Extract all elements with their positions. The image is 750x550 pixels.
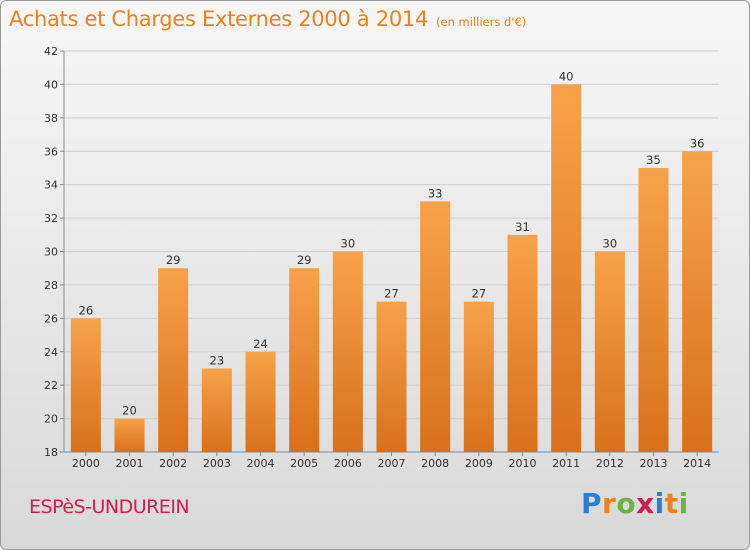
data-label: 23	[210, 353, 225, 367]
data-label: 40	[559, 69, 574, 83]
x-tick-label: 2011	[552, 457, 580, 470]
y-tick-label: 36	[44, 145, 58, 158]
logo-letter: t	[664, 487, 679, 520]
logo-letter: P	[581, 487, 603, 520]
data-label: 30	[603, 237, 618, 251]
bar[interactable]	[463, 301, 494, 452]
logo-letter: r	[602, 487, 617, 520]
bar[interactable]	[507, 234, 538, 452]
bar[interactable]	[245, 351, 276, 452]
data-label: 24	[253, 337, 268, 351]
bar[interactable]	[594, 251, 625, 453]
y-tick-label: 38	[44, 112, 58, 125]
x-tick-label: 2005	[290, 457, 318, 470]
chart-unit: (en milliers d'€)	[436, 15, 527, 29]
data-label: 27	[384, 287, 399, 301]
y-tick-label: 34	[44, 179, 58, 192]
chart-title-text: Achats et Charges Externes 2000 à 2014	[9, 7, 429, 31]
data-label: 36	[690, 136, 705, 150]
logo-letter: o	[616, 487, 637, 520]
y-tick-label: 28	[44, 279, 58, 292]
bar[interactable]	[376, 301, 407, 452]
logo-letter: x	[636, 487, 655, 520]
data-label: 20	[122, 404, 137, 418]
y-tick-label: 32	[44, 212, 58, 225]
bar[interactable]	[114, 418, 145, 452]
bar[interactable]	[201, 368, 232, 452]
data-label: 29	[166, 253, 181, 267]
logo-letter: i	[678, 487, 689, 520]
proxiti-logo[interactable]: Proxiti	[581, 487, 689, 520]
y-tick-label: 42	[44, 45, 58, 58]
y-tick-label: 30	[44, 246, 58, 259]
y-tick-label: 24	[44, 346, 58, 359]
x-tick-label: 2003	[203, 457, 231, 470]
x-tick-label: 2000	[72, 457, 100, 470]
bars	[70, 84, 713, 453]
bar[interactable]	[638, 167, 669, 453]
x-tick-label: 2014	[683, 457, 711, 470]
data-label: 33	[428, 186, 443, 200]
bar[interactable]	[158, 268, 189, 452]
x-tick-label: 2001	[116, 457, 144, 470]
x-tick-label: 2013	[640, 457, 668, 470]
y-tick-label: 22	[44, 379, 58, 392]
x-tick-label: 2002	[159, 457, 187, 470]
logo-letter: i	[654, 487, 665, 520]
bar[interactable]	[551, 84, 582, 453]
chart-title: Achats et Charges Externes 2000 à 2014 (e…	[9, 7, 526, 31]
x-tick-label: 2006	[334, 457, 362, 470]
x-tick-label: 2004	[247, 457, 275, 470]
data-label: 35	[646, 153, 661, 167]
bar[interactable]	[70, 318, 101, 452]
x-tick-label: 2010	[509, 457, 537, 470]
data-label: 29	[297, 253, 312, 267]
labels: 18 20 22 24 26 28 30 32 34 36 38 40 42 26 2000 20 2001 29…	[44, 45, 711, 470]
x-tick-label: 2009	[465, 457, 493, 470]
y-tick-label: 18	[44, 446, 58, 459]
bar[interactable]	[332, 251, 363, 453]
data-label: 26	[79, 303, 94, 317]
data-label: 31	[515, 220, 530, 234]
bar[interactable]	[682, 151, 713, 452]
data-label: 30	[341, 237, 356, 251]
y-tick-label: 26	[44, 312, 58, 325]
x-tick-label: 2008	[421, 457, 449, 470]
data-label: 27	[472, 287, 487, 301]
bar[interactable]	[420, 201, 451, 452]
x-tick-label: 2012	[596, 457, 624, 470]
commune-name: ESPèS-UNDUREIN	[29, 496, 190, 518]
y-tick-label: 40	[44, 78, 58, 91]
bar[interactable]	[289, 268, 320, 452]
x-tick-label: 2007	[378, 457, 406, 470]
y-tick-label: 20	[44, 413, 58, 426]
